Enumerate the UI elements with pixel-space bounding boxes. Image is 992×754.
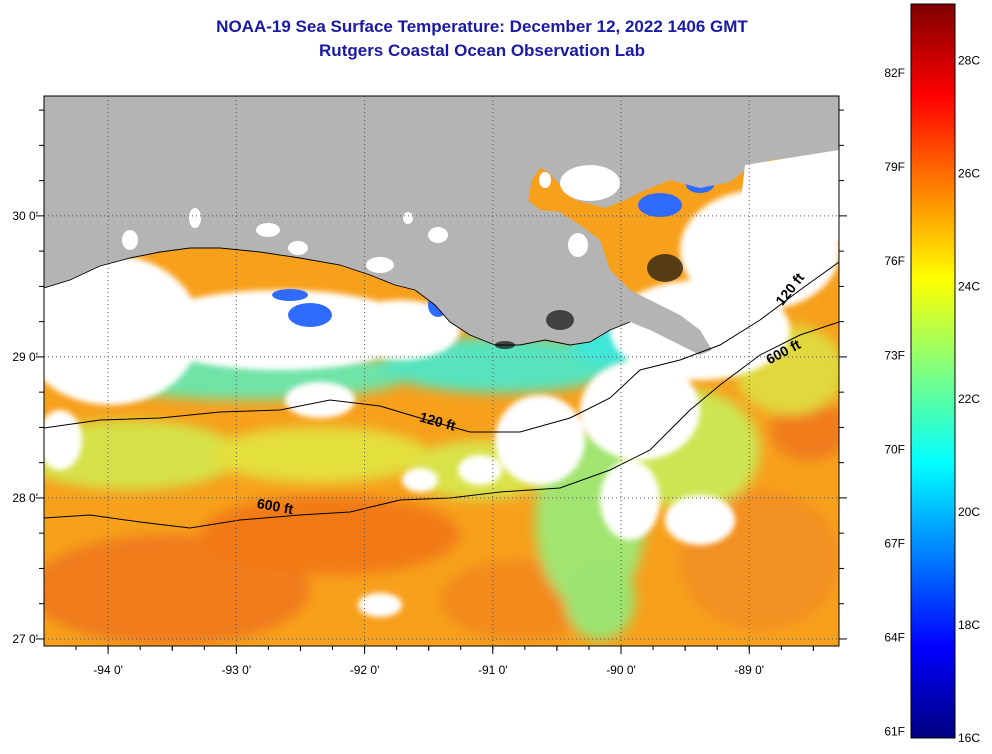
colorbar-gradient	[910, 3, 956, 739]
colorbar-fahrenheit-labels: 82F 79F 76F 73F 70F 67F 64F 61F	[884, 66, 905, 739]
colorbar-c-label: 22C	[958, 392, 980, 406]
colorbar-c-label: 26C	[958, 166, 980, 180]
graticule	[44, 96, 839, 646]
contour-label-600ft: 600 ft	[256, 495, 295, 517]
lat-tick-label: 27 0'	[12, 632, 38, 646]
colorbar-f-label: 79F	[884, 160, 905, 174]
lat-tick-label: 30 0'	[12, 209, 38, 223]
lon-tick-label: -94 0'	[93, 663, 123, 677]
axis-ticks	[36, 109, 847, 654]
lon-tick-label: -90 0'	[606, 663, 636, 677]
sst-image	[44, 96, 839, 646]
lon-tick-label: -93 0'	[222, 663, 252, 677]
colorbar-f-label: 67F	[884, 537, 905, 551]
colorbar-f-label: 61F	[884, 725, 905, 739]
colorbar-c-label: 16C	[958, 731, 980, 745]
bathymetry-contours	[44, 247, 839, 529]
lat-tick-label: 29 0'	[12, 350, 38, 364]
latitude-labels: 30 0' 29 0' 28 0' 27 0'	[12, 209, 38, 646]
colorbar-f-label: 64F	[884, 631, 905, 645]
lon-tick-label: -89 0'	[734, 663, 764, 677]
colorbar-c-label: 28C	[958, 53, 980, 67]
colorbar: 82F 79F 76F 73F 70F 67F 64F 61F 28C 26C 24C 22C 20C…	[884, 3, 980, 745]
colorbar-c-label: 20C	[958, 505, 980, 519]
colorbar-f-label: 76F	[884, 254, 905, 268]
longitude-labels: -94 0' -93 0' -92 0' -91 0' -90 0' -89 0'	[93, 663, 764, 677]
colorbar-f-label: 70F	[884, 442, 905, 456]
map-frame	[43, 95, 840, 647]
lat-tick-label: 28 0'	[12, 491, 38, 505]
map-title: NOAA-19 Sea Surface Temperature: Decembe…	[216, 17, 748, 36]
colorbar-f-label: 82F	[884, 66, 905, 80]
map-subtitle: Rutgers Coastal Ocean Observation Lab	[319, 41, 645, 60]
colorbar-c-label: 24C	[958, 279, 980, 293]
colorbar-c-label: 18C	[958, 618, 980, 632]
lon-tick-label: -91 0'	[478, 663, 508, 677]
colorbar-f-label: 73F	[884, 348, 905, 362]
lon-tick-label: -92 0'	[350, 663, 380, 677]
colorbar-celsius-labels: 28C 26C 24C 22C 20C 18C 16C	[958, 53, 980, 745]
